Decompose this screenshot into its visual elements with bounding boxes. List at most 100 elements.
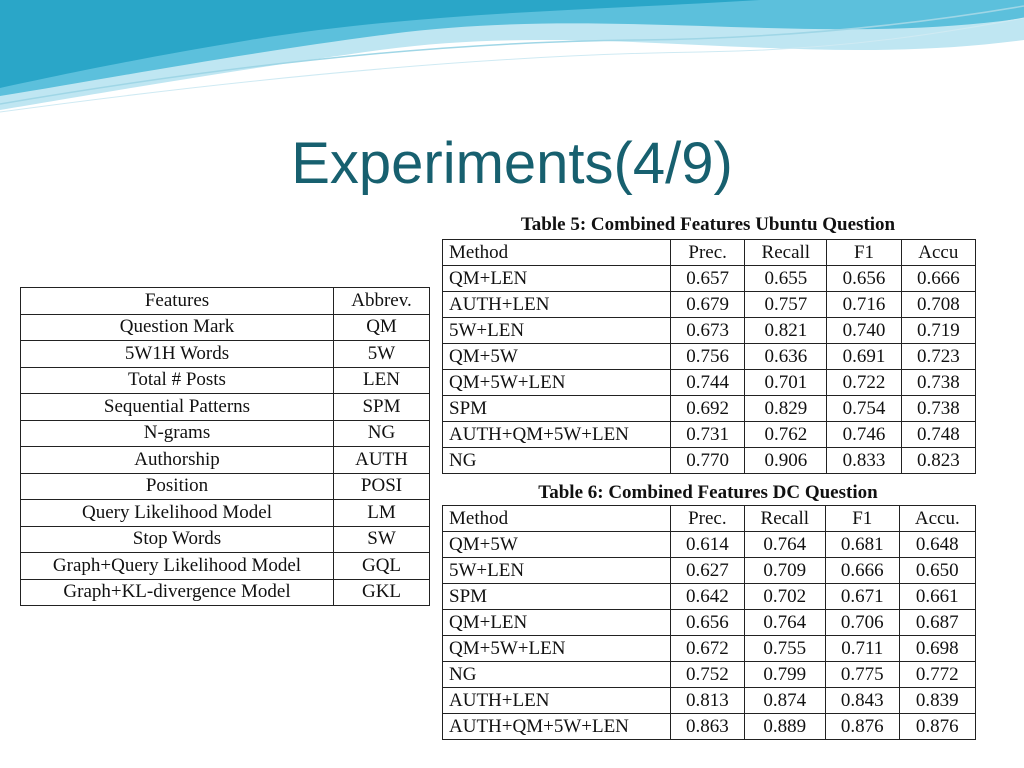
table-cell: 0.754 [826,395,902,422]
table-cell: 5W+LEN [442,317,671,344]
table-cell: 0.698 [898,635,977,662]
table-cell: AUTH+LEN [442,687,671,714]
table-cell: 0.770 [669,447,746,474]
table-cell: 0.775 [824,661,900,688]
table-row: AUTH+LEN 0.813 0.874 0.843 0.839 [442,687,977,714]
table-cell: 0.843 [824,687,900,714]
table-cell: 0.839 [898,687,977,714]
table-cell: SPM [442,395,671,422]
table-row: Sequential Patterns SPM [20,393,430,421]
slide-title: Experiments(4/9) [291,131,733,196]
table-row: QM+5W 0.614 0.764 0.681 0.648 [442,531,977,558]
table-cell: QM+5W [442,343,671,370]
table-row: Graph+KL-divergence Model GKL [20,578,430,606]
table-cell: 0.656 [670,609,745,636]
table-cell: 0.833 [826,447,902,474]
table-cell: 0.708 [900,291,977,318]
table-cell: 0.691 [826,343,902,370]
table-row: Authorship AUTH [20,446,430,474]
table-cell: SW [333,525,430,553]
table-cell: 0.738 [900,395,977,422]
column-header: Abbrev. [333,287,430,315]
table-cell: 0.723 [900,343,977,370]
table-cell: 0.614 [670,531,745,558]
table-cell: LM [333,499,430,527]
table-row: N-grams NG [20,419,430,447]
table-cell: 0.657 [669,265,746,292]
table-cell: 0.679 [669,291,746,318]
table-cell: 0.716 [826,291,902,318]
table-row: AUTH+QM+5W+LEN 0.731 0.762 0.746 0.748 [442,421,977,448]
table-row: Position POSI [20,472,430,500]
table-cell: 0.666 [900,265,977,292]
table-cell: 0.889 [743,713,826,740]
table-cell: 0.755 [743,635,826,662]
table-row: NG 0.752 0.799 0.775 0.772 [442,661,977,688]
table-cell: 0.701 [744,369,828,396]
table-cell: AUTH+QM+5W+LEN [442,713,671,740]
table-cell: 0.823 [900,447,977,474]
table-cell: 5W [333,340,430,368]
table-cell: 0.821 [744,317,828,344]
table-cell: 0.650 [898,557,977,584]
table-cell: NG [442,447,671,474]
table-row: QM+LEN 0.657 0.655 0.656 0.666 [442,265,977,292]
table-cell: Stop Words [20,525,334,553]
table-cell: Graph+KL-divergence Model [20,578,334,606]
table-cell: 0.709 [743,557,826,584]
table-cell: Query Likelihood Model [20,499,334,527]
table-cell: 0.772 [898,661,977,688]
table-row: NG 0.770 0.906 0.833 0.823 [442,447,977,474]
table-cell: 0.876 [898,713,977,740]
table-header-row: Method Prec. Recall F1 Accu [442,239,977,266]
table-cell: 0.648 [898,531,977,558]
table5-ubuntu-results: Method Prec. Recall F1 Accu QM+LEN 0.657 0… [442,239,977,474]
table-cell: 0.666 [824,557,900,584]
table-cell: 0.706 [824,609,900,636]
table-cell: QM+LEN [442,265,671,292]
table-cell: 0.756 [669,343,746,370]
table-cell: 0.731 [669,421,746,448]
table-row: QM+5W 0.756 0.636 0.691 0.723 [442,343,977,370]
table-cell: 0.829 [744,395,828,422]
column-header: Recall [744,239,828,266]
table-cell: SPM [442,583,671,610]
table-cell: 5W1H Words [20,340,334,368]
table-cell: 0.744 [669,369,746,396]
table-cell: 0.661 [898,583,977,610]
table-cell: 0.764 [743,609,826,636]
table-row: Graph+Query Likelihood Model GQL [20,552,430,580]
table-cell: 0.757 [744,291,828,318]
column-header: Method [442,239,671,266]
table-cell: 0.656 [826,265,902,292]
table-header-row: Features Abbrev. [20,287,430,315]
table-cell: 0.627 [670,557,745,584]
table-cell: 0.636 [744,343,828,370]
table-cell: Total # Posts [20,366,334,394]
table-cell: NG [442,661,671,688]
table-cell: Graph+Query Likelihood Model [20,552,334,580]
table-cell: 0.762 [744,421,828,448]
table-cell: 0.863 [670,713,745,740]
table-row: AUTH+QM+5W+LEN 0.863 0.889 0.876 0.876 [442,713,977,740]
table-row: SPM 0.692 0.829 0.754 0.738 [442,395,977,422]
table6-caption: Table 6: Combined Features DC Question [538,482,878,503]
table-cell: N-grams [20,419,334,447]
table-cell: 0.874 [743,687,826,714]
table-cell: GKL [333,578,430,606]
table-row: QM+LEN 0.656 0.764 0.706 0.687 [442,609,977,636]
table-cell: AUTH+QM+5W+LEN [442,421,671,448]
table5-caption: Table 5: Combined Features Ubuntu Questi… [520,214,896,235]
table-cell: QM+5W+LEN [442,369,671,396]
table-row: AUTH+LEN 0.679 0.757 0.716 0.708 [442,291,977,318]
table-cell: 0.719 [900,317,977,344]
table-cell: 0.813 [670,687,745,714]
table-row: 5W+LEN 0.627 0.709 0.666 0.650 [442,557,977,584]
table-cell: 0.687 [898,609,977,636]
table-cell: Authorship [20,446,334,474]
column-header: Recall [743,505,826,532]
table6-dc-results: Method Prec. Recall F1 Accu. QM+5W 0.614 0… [442,505,977,740]
table-cell: 0.672 [670,635,745,662]
table-cell: 0.746 [826,421,902,448]
table-cell: 0.642 [670,583,745,610]
